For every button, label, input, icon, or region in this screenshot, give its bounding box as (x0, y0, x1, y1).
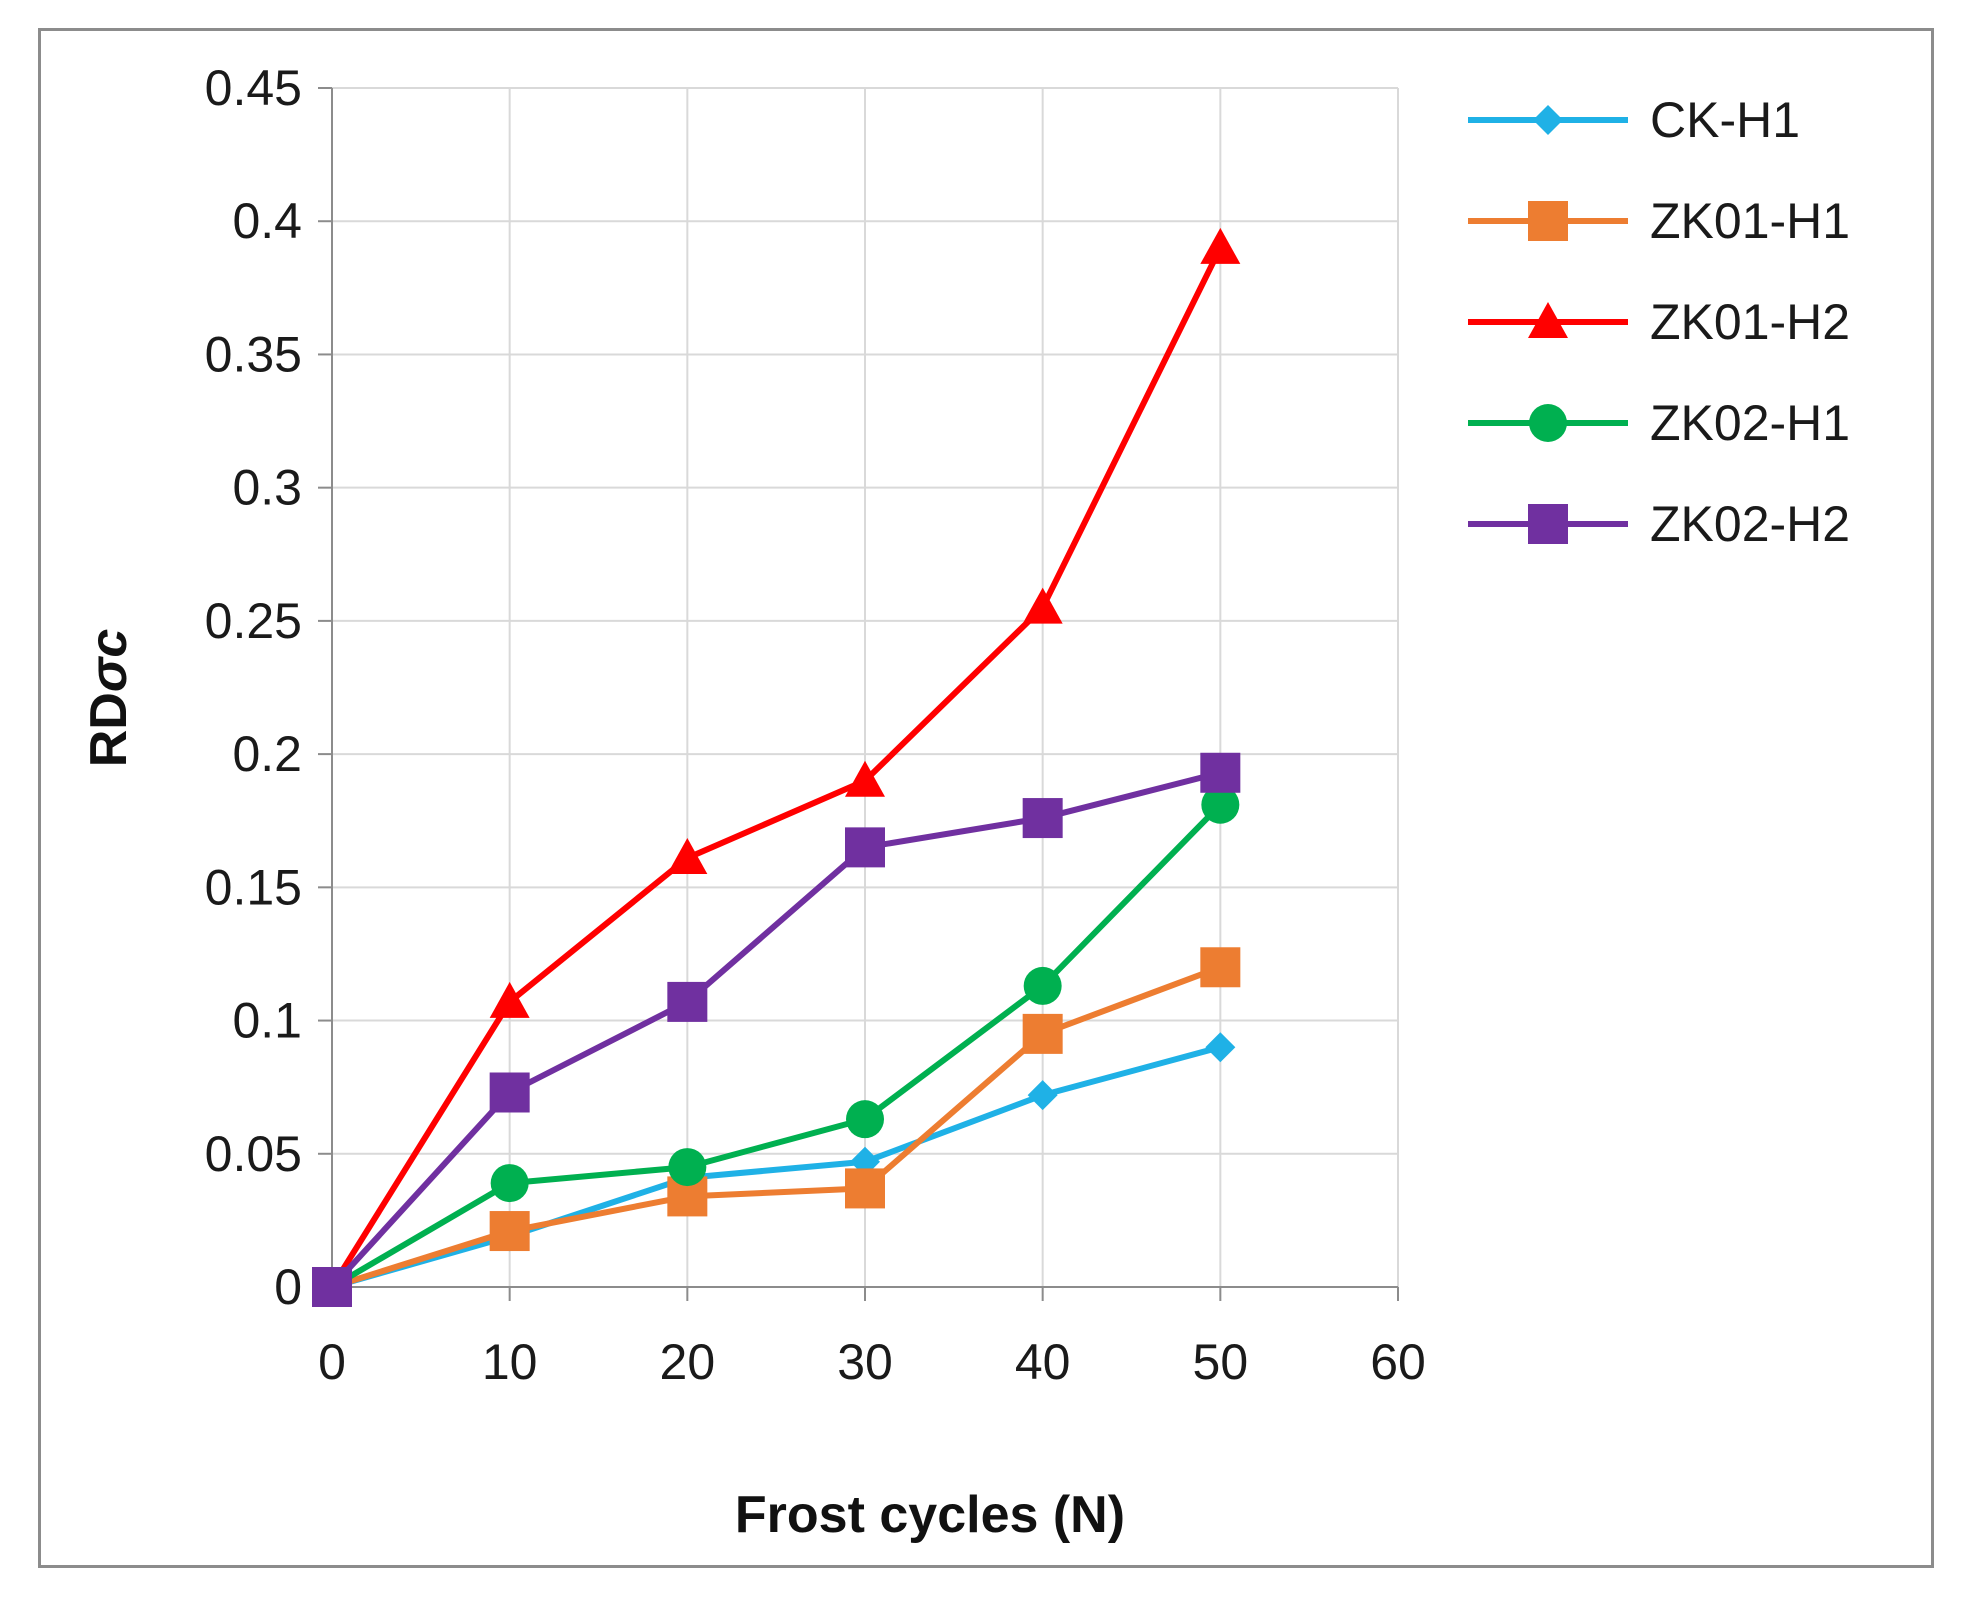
y-tick-label: 0.4 (232, 193, 302, 249)
series-line (331, 1044, 1222, 1290)
legend-label: ZK01-H1 (1650, 193, 1850, 249)
data-point (1201, 785, 1240, 824)
series-line (331, 964, 1222, 1290)
legend-marker (1528, 504, 1568, 544)
legend: CK-H1 ZK01-H1 ZK01-H2 ZK02-H1 ZK02-H2 (1468, 92, 1850, 552)
series-group (312, 227, 1241, 1307)
legend-item: ZK01-H2 (1468, 294, 1850, 350)
data-point (1205, 1032, 1236, 1063)
series-line (329, 769, 1222, 1290)
data-point (1200, 227, 1241, 264)
y-tick-label: 0.45 (205, 60, 302, 116)
data-point (1200, 947, 1241, 988)
y-tick-label: 0 (274, 1259, 302, 1315)
series-zk02-h2 (312, 752, 1241, 1307)
data-point (845, 827, 885, 868)
y-tick-label: 0.3 (232, 460, 302, 516)
legend-label: CK-H1 (1650, 92, 1800, 148)
x-tick-label: 0 (318, 1334, 346, 1390)
y-tick-label: 0.1 (232, 993, 302, 1049)
y-axis-title-main: RD (80, 692, 138, 767)
data-point (312, 1267, 352, 1307)
data-point (1022, 587, 1063, 624)
data-point (490, 1164, 529, 1203)
x-tick-label: 30 (837, 1334, 893, 1390)
y-tick-labels: 0 0.05 0.1 0.15 0.2 0.25 0.3 0.35 0.4 0.45 (205, 60, 302, 1315)
data-point (489, 1211, 530, 1252)
legend-marker (1528, 201, 1568, 241)
x-tick-label: 60 (1370, 1334, 1426, 1390)
legend-marker (1533, 105, 1563, 135)
x-tick-label: 50 (1193, 1334, 1249, 1390)
data-point (1022, 1013, 1063, 1054)
y-axis-title-subscript: σc (80, 629, 138, 693)
data-point (845, 1168, 885, 1209)
y-axis-title: RDσc (80, 629, 138, 768)
data-point (1200, 752, 1241, 793)
x-tick-label: 40 (1015, 1334, 1071, 1390)
axes (318, 87, 1399, 1301)
data-point (1027, 1080, 1058, 1111)
x-axis-title: Frost cycles (N) (735, 1486, 1125, 1544)
y-tick-label: 0.05 (205, 1126, 302, 1182)
series-line (329, 246, 1224, 1289)
legend-marker (1529, 404, 1567, 442)
data-point (1023, 966, 1062, 1005)
legend-item: ZK01-H1 (1468, 193, 1850, 249)
legend-label: ZK01-H2 (1650, 294, 1850, 350)
legend-marker (1528, 302, 1568, 338)
data-point (1022, 798, 1063, 839)
data-point (845, 760, 885, 797)
series-zk02-h1 (313, 785, 1240, 1306)
y-tick-label: 0.25 (205, 593, 302, 649)
data-point (667, 838, 708, 875)
legend-item: CK-H1 (1468, 92, 1800, 148)
y-tick-label: 0.2 (232, 726, 302, 782)
x-tick-labels: 0 10 20 30 40 50 60 (318, 1334, 1426, 1390)
data-point (667, 981, 708, 1022)
y-tick-label: 0.15 (205, 859, 302, 915)
x-tick-label: 20 (660, 1334, 716, 1390)
data-point (668, 1148, 707, 1187)
data-point (489, 981, 530, 1018)
series-ck-h1 (317, 1032, 1236, 1302)
legend-item: ZK02-H2 (1468, 496, 1850, 552)
x-tick-label: 10 (482, 1334, 538, 1390)
chart-frame (38, 28, 1934, 1568)
data-point (489, 1072, 530, 1113)
series-line (330, 802, 1223, 1290)
data-point (846, 1100, 884, 1139)
legend-label: ZK02-H2 (1650, 496, 1850, 552)
y-tick-label: 0.35 (205, 326, 302, 382)
legend-label: ZK02-H1 (1650, 395, 1850, 451)
legend-item: ZK02-H1 (1468, 395, 1850, 451)
